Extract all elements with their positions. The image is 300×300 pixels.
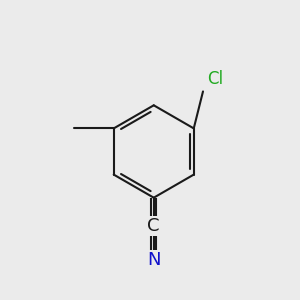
Text: N: N [147,251,160,269]
Text: Cl: Cl [208,70,224,88]
Text: C: C [148,217,160,235]
